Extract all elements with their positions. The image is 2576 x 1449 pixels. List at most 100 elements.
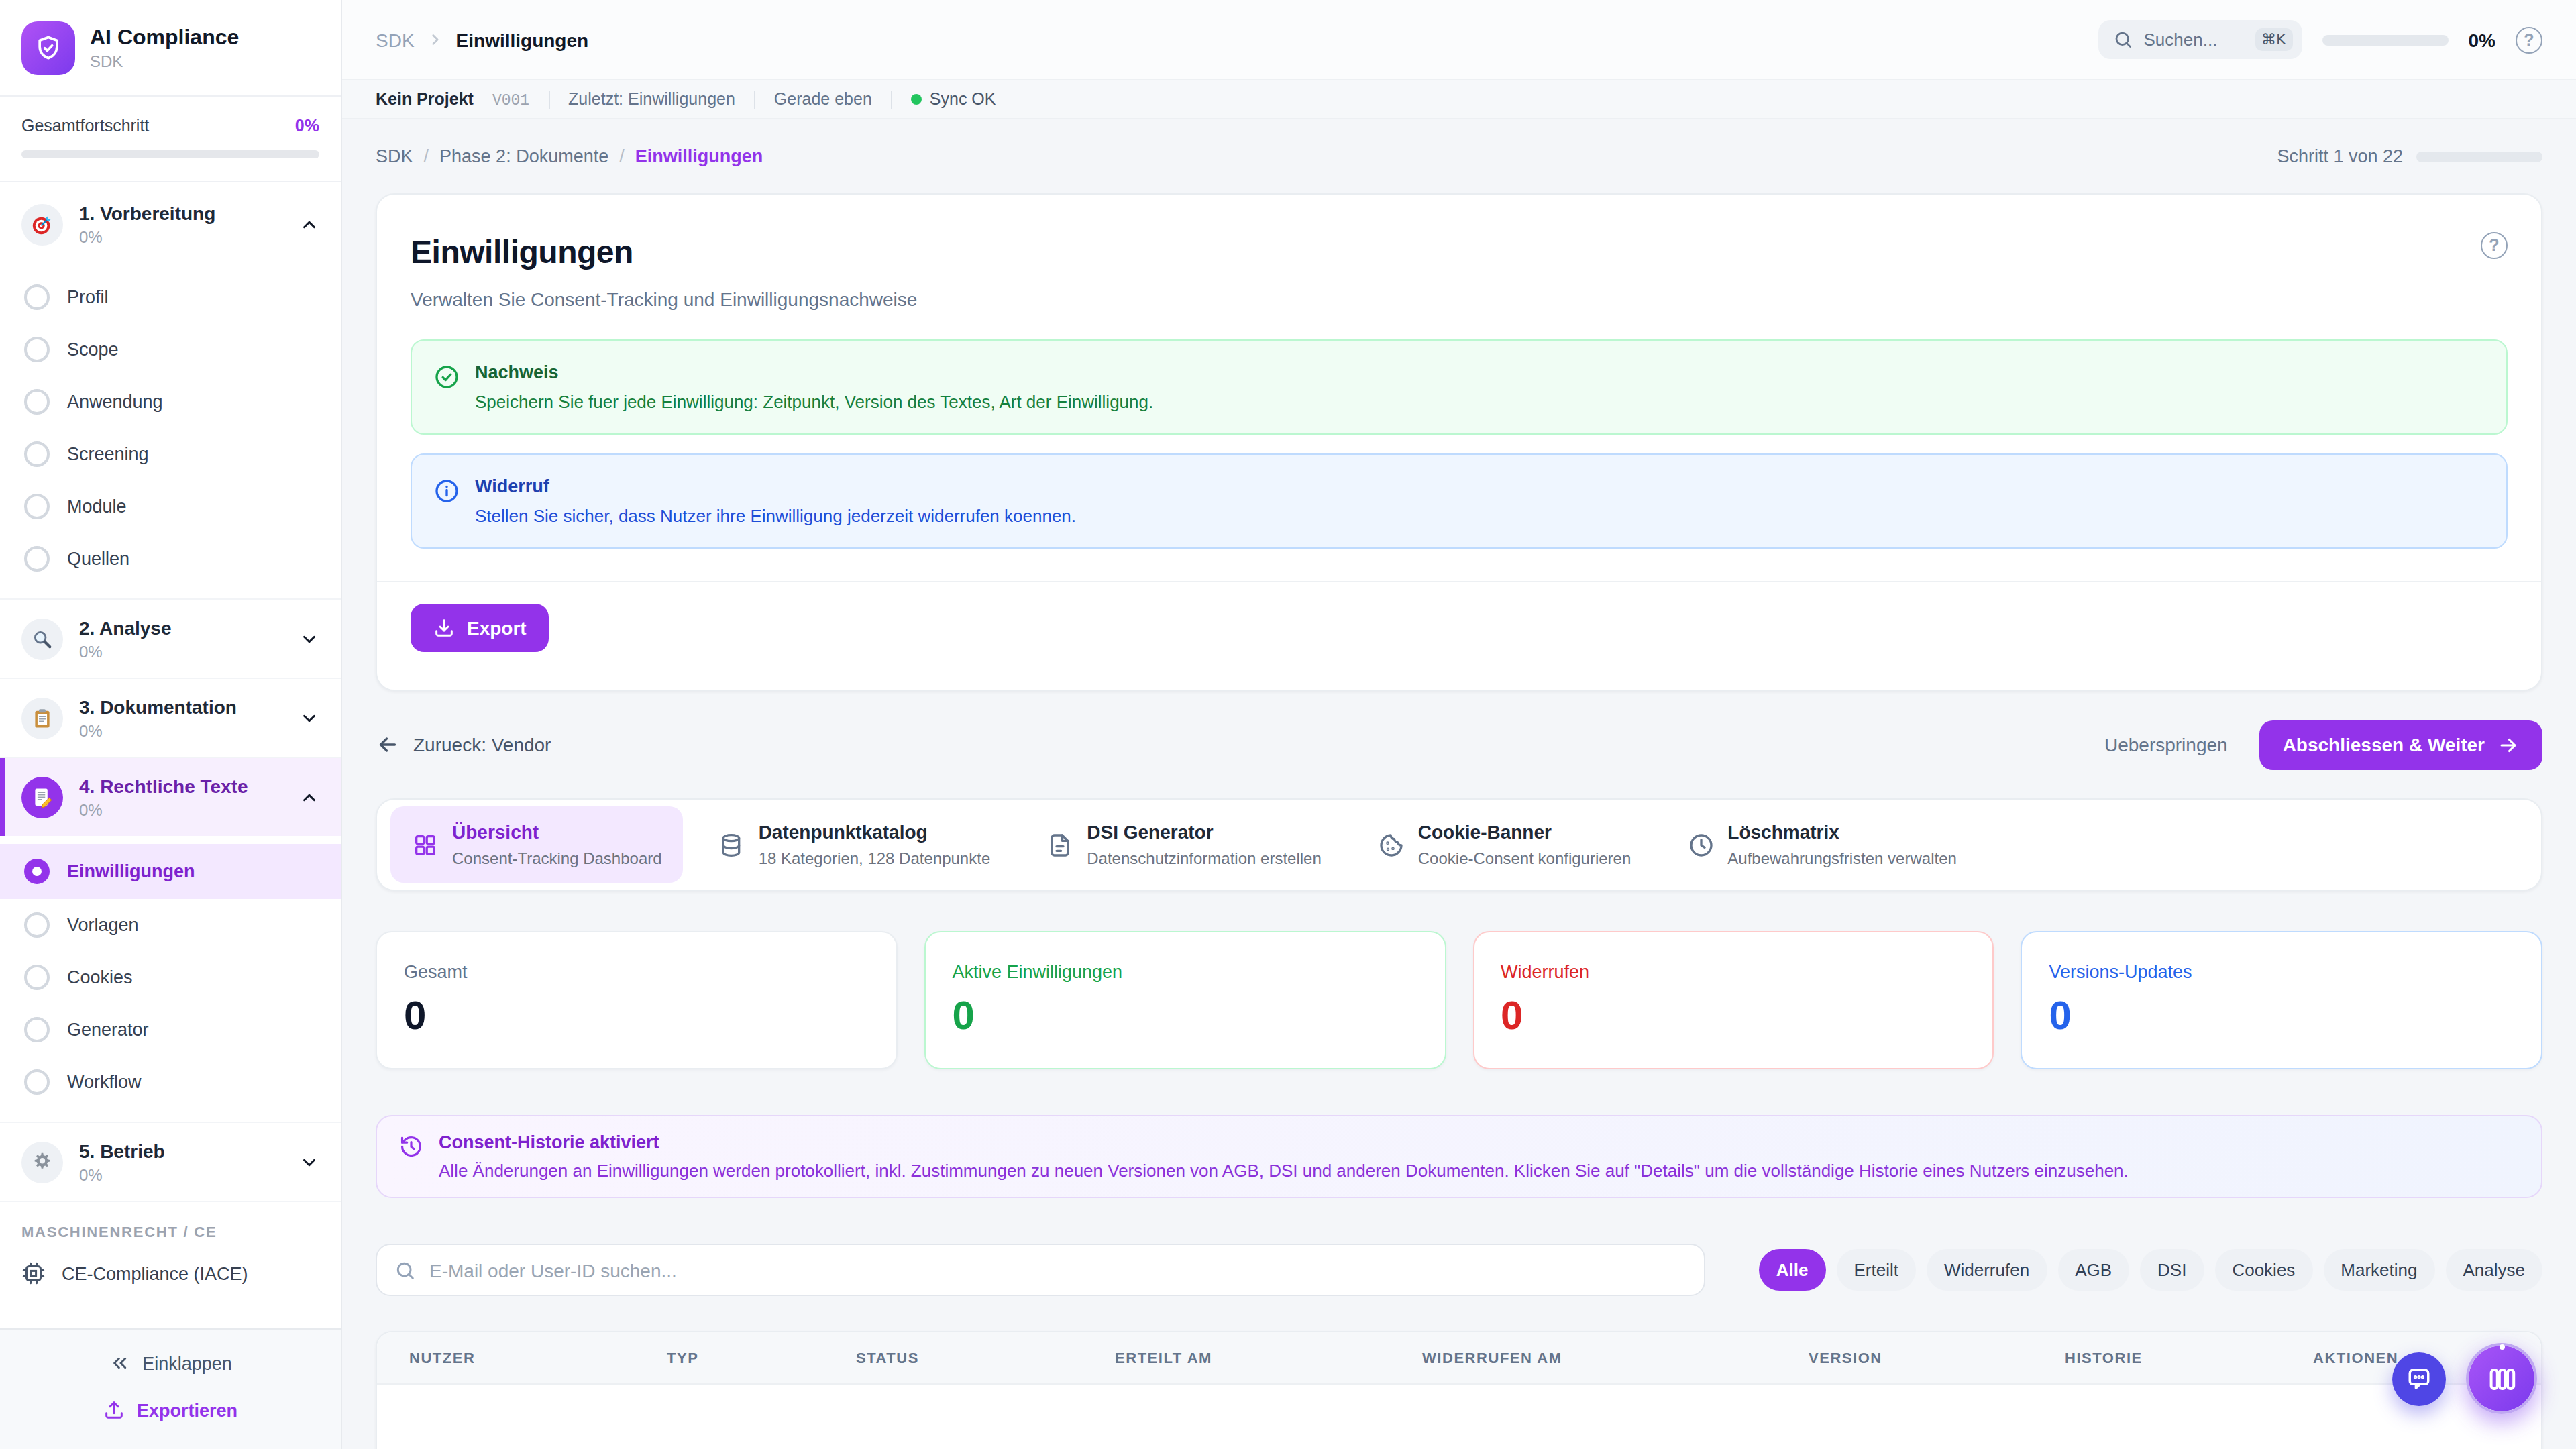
note-nachweis: Nachweis Speichern Sie fuer jede Einwill… xyxy=(411,339,2508,435)
sidebar-item-label: Generator xyxy=(67,1020,149,1040)
tab-title: Datenpunktkatalog xyxy=(759,821,991,844)
header-progress-bar xyxy=(2322,34,2449,45)
sidebar-item-cookies[interactable]: Cookies xyxy=(0,951,341,1004)
pill-cookies[interactable]: Cookies xyxy=(2214,1249,2312,1291)
sync-status: Sync OK xyxy=(911,90,996,109)
radio-icon xyxy=(24,965,50,990)
pill-alle[interactable]: Alle xyxy=(1759,1249,1826,1291)
export-sidebar-button[interactable]: Exportieren xyxy=(103,1399,237,1421)
breadcrumb-separator: / xyxy=(424,146,429,166)
tab-loeschmatrix[interactable]: LöschmatrixAufbewahrungsfristen verwalte… xyxy=(1666,806,1978,883)
column-version: VERSION xyxy=(1809,1350,2065,1366)
radio-icon xyxy=(24,389,50,415)
sidebar-section-vorbereitung[interactable]: 1. Vorbereitung 0% xyxy=(0,185,341,263)
sidebar-item-label: Cookies xyxy=(67,967,133,987)
complete-next-button[interactable]: Abschliessen & Weiter xyxy=(2260,720,2542,769)
sidebar-item-quellen[interactable]: Quellen xyxy=(0,533,341,585)
pill-marketing[interactable]: Marketing xyxy=(2323,1249,2434,1291)
sidebar-item-generator[interactable]: Generator xyxy=(0,1004,341,1056)
target-icon xyxy=(21,203,63,245)
sidebar-section-dokumentation[interactable]: 3. Dokumentation 0% xyxy=(0,679,341,757)
sync-ok-dot xyxy=(911,94,922,105)
tab-subtitle: Cookie-Consent konfigurieren xyxy=(1418,849,1631,868)
tab-uebersicht[interactable]: ÜbersichtConsent-Tracking Dashboard xyxy=(390,806,684,883)
stat-aktive: Aktive Einwilligungen 0 xyxy=(924,931,1446,1069)
sidebar-item-vorlagen[interactable]: Vorlagen xyxy=(0,899,341,951)
clipboard-icon xyxy=(21,697,63,739)
breadcrumb-sdk[interactable]: SDK xyxy=(376,29,415,50)
columns-icon xyxy=(2485,1362,2518,1395)
stat-value: 0 xyxy=(2049,993,2515,1038)
breadcrumb-sdk[interactable]: SDK xyxy=(376,146,413,166)
chevron-down-icon xyxy=(299,708,319,728)
tab-subtitle: 18 Kategorien, 128 Datenpunkte xyxy=(759,849,991,868)
shield-check-icon xyxy=(21,21,75,74)
radio-icon xyxy=(24,546,50,572)
help-icon[interactable]: ? xyxy=(2516,26,2542,53)
columns-button[interactable] xyxy=(2466,1343,2537,1414)
back-button[interactable]: Zurueck: Vendor xyxy=(376,733,551,757)
stat-value: 0 xyxy=(404,993,869,1038)
sidebar-item-ce-compliance[interactable]: CE-Compliance (IACE) xyxy=(0,1250,341,1299)
upload-icon xyxy=(103,1399,125,1421)
stat-gesamt: Gesamt 0 xyxy=(376,931,898,1069)
breadcrumb-separator: / xyxy=(619,146,625,166)
tab-cookie-banner[interactable]: Cookie-BannerCookie-Consent konfiguriere… xyxy=(1356,806,1653,883)
content: SDK / Phase 2: Dokumente / Einwilligunge… xyxy=(342,119,2576,1449)
magnifier-icon xyxy=(21,618,63,659)
sidebar-item-label: Einwilligungen xyxy=(67,861,195,881)
radio-icon xyxy=(24,284,50,310)
breadcrumb-phase2[interactable]: Phase 2: Dokumente xyxy=(439,146,608,166)
tab-subtitle: Aufbewahrungsfristen verwalten xyxy=(1727,849,1957,868)
sidebar-item-label: Module xyxy=(67,496,127,517)
chat-button[interactable] xyxy=(2392,1352,2446,1406)
sidebar-item-workflow[interactable]: Workflow xyxy=(0,1056,341,1108)
sidebar-item-einwilligungen[interactable]: Einwilligungen xyxy=(0,844,341,899)
export-button[interactable]: Export xyxy=(411,604,549,652)
pill-agb[interactable]: AGB xyxy=(2057,1249,2129,1291)
wizard-nav-row: Zurueck: Vendor Ueberspringen Abschliess… xyxy=(376,715,2542,774)
sidebar-item-anwendung[interactable]: Anwendung xyxy=(0,376,341,428)
pill-widerrufen[interactable]: Widerrufen xyxy=(1927,1249,2047,1291)
last-saved-time: Gerade eben xyxy=(774,90,872,109)
sync-status-label: Sync OK xyxy=(930,90,996,109)
sidebar-item-label: Vorlagen xyxy=(67,915,139,935)
sidebar: AI Compliance SDK Gesamtfortschritt 0% 1… xyxy=(0,0,342,1449)
user-search-input[interactable] xyxy=(429,1259,1686,1281)
sidebar-section-analyse[interactable]: 2. Analyse 0% xyxy=(0,600,341,678)
stat-value: 0 xyxy=(1501,993,1966,1038)
memo-pencil-icon xyxy=(21,776,63,818)
sidebar-item-scope[interactable]: Scope xyxy=(0,323,341,376)
tab-datenpunktkatalog[interactable]: Datenpunktkatalog 18 Kategorien, 128 Date… xyxy=(697,806,1012,883)
note-text: Speichern Sie fuer jede Einwilligung: Ze… xyxy=(475,392,1153,412)
database-icon xyxy=(718,831,745,858)
user-search-field[interactable] xyxy=(376,1244,1705,1296)
sidebar-item-screening[interactable]: Screening xyxy=(0,428,341,480)
chevrons-left-icon xyxy=(109,1352,130,1374)
column-erteilt-am: ERTEILT AM xyxy=(1115,1350,1422,1366)
skip-button[interactable]: Ueberspringen xyxy=(2104,734,2228,755)
sidebar-item-label: Quellen xyxy=(67,549,129,569)
tab-subtitle: Datenschutzinformation erstellen xyxy=(1087,849,1322,868)
collapse-sidebar-button[interactable]: Einklappen xyxy=(109,1352,232,1374)
pill-dsi[interactable]: DSI xyxy=(2140,1249,2204,1291)
statusbar: Kein Projekt V001 Zuletzt: Einwilligunge… xyxy=(342,80,2576,119)
main-area: SDK Einwilligungen Suchen... ⌘K 0% ? Kei… xyxy=(342,0,2576,1449)
tab-dsi-generator[interactable]: DSI GeneratorDatenschutzinformation erst… xyxy=(1025,806,1343,883)
sidebar-item-label: Screening xyxy=(67,444,149,464)
sidebar-section-betrieb[interactable]: 5. Betrieb 0% xyxy=(0,1123,341,1201)
card-help-icon[interactable]: ? xyxy=(2481,232,2508,259)
chevron-up-icon xyxy=(299,787,319,807)
sidebar-item-module[interactable]: Module xyxy=(0,480,341,533)
global-search[interactable]: Suchen... ⌘K xyxy=(2098,20,2302,59)
section-label: 3. Dokumentation xyxy=(79,696,237,718)
pill-analyse[interactable]: Analyse xyxy=(2446,1249,2543,1291)
tab-title: Übersicht xyxy=(452,821,662,844)
pill-erteilt[interactable]: Erteilt xyxy=(1837,1249,1916,1291)
section-progress: 0% xyxy=(79,228,215,247)
sidebar-item-profil[interactable]: Profil xyxy=(0,271,341,323)
file-text-icon xyxy=(1046,831,1073,858)
consent-hero-card: Einwilligungen Verwalten Sie Consent-Tra… xyxy=(376,193,2542,691)
sidebar-section-rechtliche-texte[interactable]: 4. Rechtliche Texte 0% xyxy=(0,758,341,836)
column-historie: HISTORIE xyxy=(2065,1350,2313,1366)
